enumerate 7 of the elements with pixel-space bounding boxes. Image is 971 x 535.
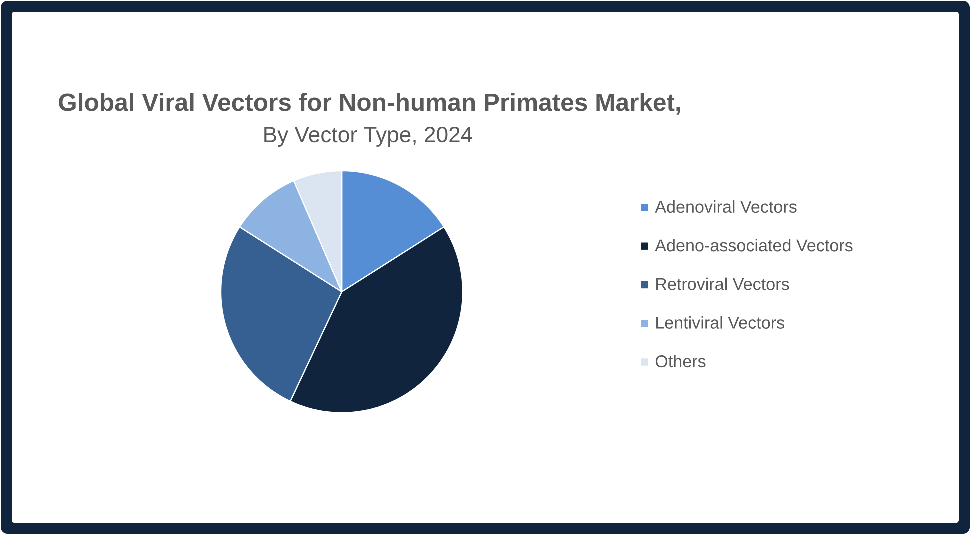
legend-label: Adeno-associated Vectors [655, 239, 853, 252]
legend-label: Others [656, 355, 706, 368]
chart-title: Global Viral Vectors for Non-human Primates Market, [59, 93, 680, 115]
legend-label: Retroviral Vectors [656, 278, 790, 290]
legend-label: Adenoviral Vectors [655, 200, 797, 214]
chart-subtitle: By Vector Type, 2024 [264, 126, 473, 148]
legend-label: Lentiviral Vectors [656, 316, 784, 329]
